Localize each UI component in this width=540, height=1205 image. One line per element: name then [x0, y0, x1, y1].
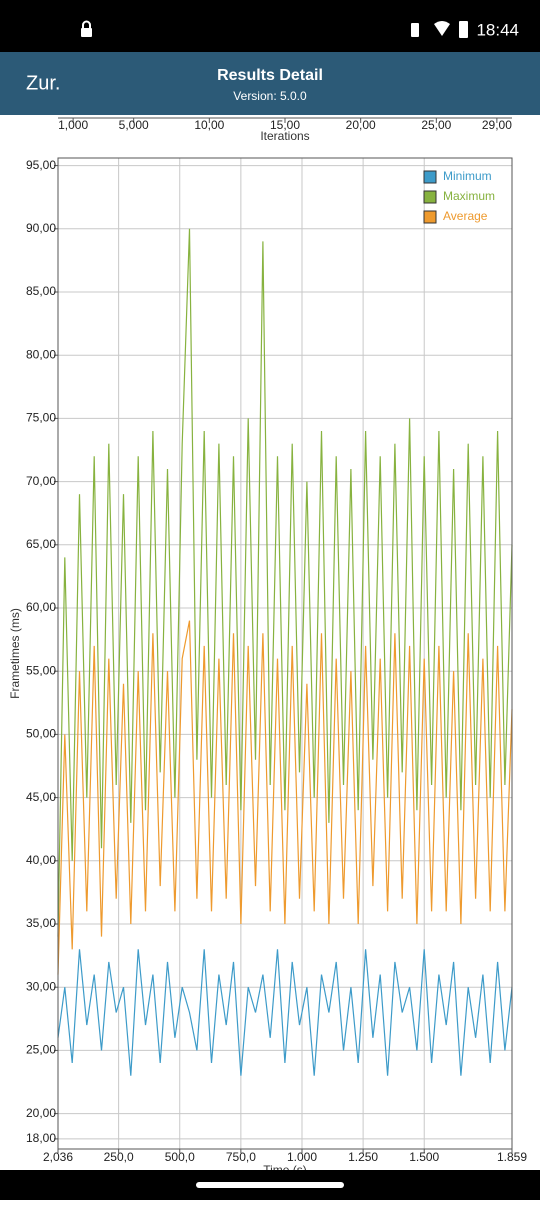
legend-label: Maximum: [443, 189, 495, 203]
y-tick-label: 45,00: [26, 790, 56, 804]
x-tick-label: 2,036: [43, 1150, 73, 1164]
x-tick-label: 500,0: [165, 1150, 195, 1164]
wifi-icon: [434, 21, 450, 36]
x2-tick-label: 20,00: [346, 118, 376, 132]
x-tick-label: 750,0: [226, 1150, 256, 1164]
y-tick-label: 18,00: [26, 1131, 56, 1145]
header-subtitle: Version: 5.0.0: [233, 89, 307, 103]
home-pill[interactable]: [196, 1182, 344, 1188]
y-tick-label: 65,00: [26, 537, 56, 551]
y-tick-label: 95,00: [26, 158, 56, 172]
y-tick-label: 55,00: [26, 663, 56, 677]
y-tick-label: 20,00: [26, 1106, 56, 1120]
y-tick-label: 80,00: [26, 347, 56, 361]
y-tick-label: 25,00: [26, 1043, 56, 1057]
vibrate-icon: [411, 23, 419, 37]
y-axis-title: Frametimes (ms): [8, 608, 22, 699]
x2-tick-label: 15,00: [270, 118, 300, 132]
series-line: [57, 620, 513, 975]
x2-tick-label: 10,00: [194, 118, 224, 132]
x-tick-label: 250,0: [104, 1150, 134, 1164]
x2-tick-label: 5,000: [119, 118, 149, 132]
legend-label: Average: [443, 209, 488, 223]
y-tick-label: 30,00: [26, 979, 56, 993]
x-tick-label: 1.500: [409, 1150, 439, 1164]
legend-swatch: [423, 210, 437, 224]
legend-label: Minimum: [443, 169, 492, 183]
header-title: Results Detail: [217, 67, 323, 84]
x2-tick-label: 25,00: [421, 118, 451, 132]
app-header: [0, 52, 540, 115]
y-tick-label: 75,00: [26, 411, 56, 425]
battery-icon: [459, 21, 468, 38]
y-tick-label: 60,00: [26, 600, 56, 614]
x2-tick-label: 1,000: [58, 118, 88, 132]
y-tick-label: 35,00: [26, 916, 56, 930]
series-line: [57, 949, 513, 1076]
clock: 18:44: [476, 20, 519, 39]
y-tick-label: 90,00: [26, 221, 56, 235]
x2-tick-label: 29,00: [482, 118, 512, 132]
back-button[interactable]: Zur.: [26, 72, 60, 94]
y-tick-label: 50,00: [26, 727, 56, 741]
x-tick-label: 1.250: [348, 1150, 378, 1164]
y-tick-label: 85,00: [26, 284, 56, 298]
legend-swatch: [423, 170, 437, 184]
legend-swatch: [423, 190, 437, 204]
x2-axis-title: Iterations: [260, 129, 309, 143]
y-tick-label: 40,00: [26, 853, 56, 867]
lock-shackle: [82, 20, 91, 28]
series-line: [57, 228, 513, 937]
y-tick-label: 70,00: [26, 474, 56, 488]
x-tick-label: 1.000: [287, 1150, 317, 1164]
lock-icon: [81, 28, 92, 37]
plot-frame: [57, 157, 513, 1150]
x-tick-label: 1.859: [497, 1150, 527, 1164]
